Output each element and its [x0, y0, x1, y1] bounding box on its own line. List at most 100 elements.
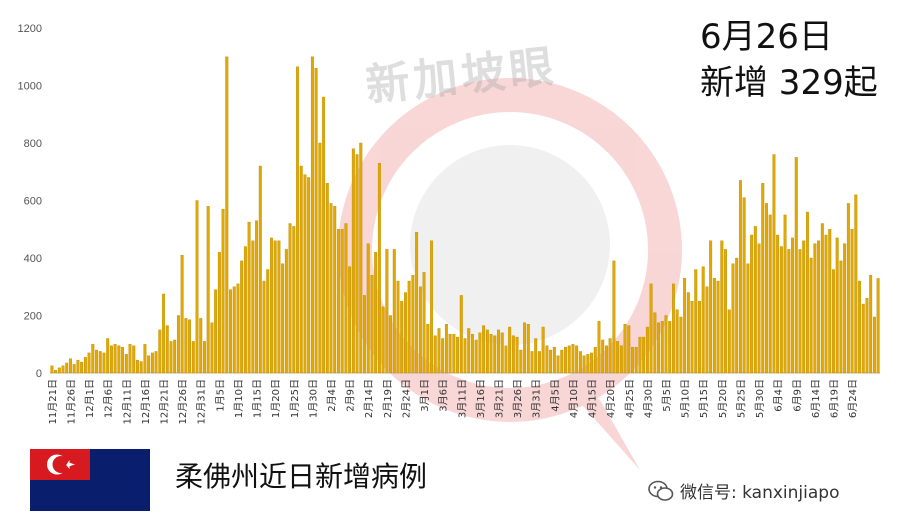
x-tick-label: 6月24日	[847, 379, 859, 418]
headline-date: 6月26日	[700, 17, 833, 57]
bar	[604, 345, 608, 374]
bar	[251, 240, 255, 374]
bar	[612, 260, 616, 374]
bar	[694, 269, 698, 374]
bar	[482, 325, 486, 374]
x-tick-label: 3月31日	[531, 379, 543, 418]
bar	[865, 298, 869, 374]
y-tick-label: 1000	[18, 81, 42, 93]
bar	[854, 194, 858, 374]
bar	[325, 183, 329, 374]
x-tick-label: 6月14日	[810, 379, 822, 418]
bar	[318, 142, 322, 374]
bar	[50, 365, 54, 374]
bar	[269, 237, 273, 374]
bar	[634, 346, 638, 374]
bar	[433, 335, 437, 374]
bar	[530, 351, 534, 374]
bar	[351, 148, 355, 374]
bar	[753, 226, 757, 374]
bar	[139, 361, 143, 374]
bar	[344, 223, 348, 374]
bar	[712, 277, 716, 374]
x-tick-label: 3月26日	[512, 379, 524, 418]
x-tick-label: 6月4日	[773, 379, 785, 412]
bar	[474, 339, 478, 374]
bar	[575, 345, 579, 374]
bar	[109, 345, 113, 374]
wechat-id: 微信号: kanxinjiapo	[648, 478, 839, 503]
bar	[203, 341, 206, 374]
bar	[307, 177, 311, 374]
bar	[422, 272, 426, 374]
bar	[582, 355, 586, 374]
bar	[660, 321, 664, 374]
bar	[571, 344, 575, 374]
x-tick-label: 4月20日	[605, 379, 617, 418]
bar	[664, 315, 668, 374]
bar	[176, 315, 180, 374]
y-tick-label: 200	[24, 311, 42, 323]
bar	[255, 220, 259, 374]
bar	[225, 56, 229, 374]
bar	[284, 249, 288, 374]
x-tick-label: 4月25日	[624, 379, 636, 418]
bar	[724, 249, 727, 374]
bar	[738, 180, 742, 374]
y-tick-label: 400	[24, 253, 42, 265]
bar	[642, 336, 646, 374]
bar	[619, 345, 623, 374]
bar	[236, 283, 240, 374]
bar	[631, 346, 634, 374]
bar	[243, 246, 247, 374]
headline-count: 新增 329起	[700, 63, 878, 103]
bar	[150, 352, 154, 374]
bar	[720, 240, 724, 374]
bar	[296, 66, 299, 374]
bar	[779, 246, 783, 374]
bar	[590, 352, 593, 374]
y-tick-label: 600	[24, 196, 42, 208]
bar	[675, 309, 679, 374]
bar	[430, 240, 433, 374]
bar	[511, 335, 515, 374]
x-tick-label: 5月20日	[717, 379, 729, 418]
x-tick-label: 1月25日	[289, 379, 301, 418]
bar	[396, 280, 400, 374]
bar	[757, 243, 761, 374]
bar	[567, 345, 571, 374]
bar	[552, 346, 556, 374]
x-tick-label: 1月10日	[233, 379, 245, 418]
bar	[240, 260, 244, 374]
bar	[273, 240, 277, 374]
bar	[832, 269, 835, 374]
bar	[206, 206, 210, 374]
bar	[72, 364, 76, 374]
bar	[91, 344, 95, 374]
bar	[247, 221, 251, 374]
bar	[180, 254, 184, 374]
bar	[411, 275, 415, 374]
x-tick-label: 12月16日	[140, 379, 152, 424]
bar	[731, 263, 735, 374]
bar	[121, 346, 125, 374]
bar	[872, 316, 876, 374]
bar	[370, 275, 374, 374]
chart-caption: 柔佛州近日新增病例	[175, 460, 428, 493]
bar	[843, 243, 847, 374]
bar	[709, 240, 713, 374]
x-tick-label: 3月6日	[438, 379, 450, 412]
bar	[322, 96, 326, 374]
bar	[616, 341, 620, 374]
bar	[232, 286, 236, 374]
bar	[467, 328, 471, 374]
bar	[113, 344, 117, 374]
x-tick-label: 3月16日	[475, 379, 487, 418]
bar	[147, 355, 151, 374]
bar	[143, 344, 147, 374]
bar	[57, 367, 61, 374]
bar	[262, 280, 266, 374]
bar	[765, 203, 768, 374]
bar	[400, 300, 404, 374]
